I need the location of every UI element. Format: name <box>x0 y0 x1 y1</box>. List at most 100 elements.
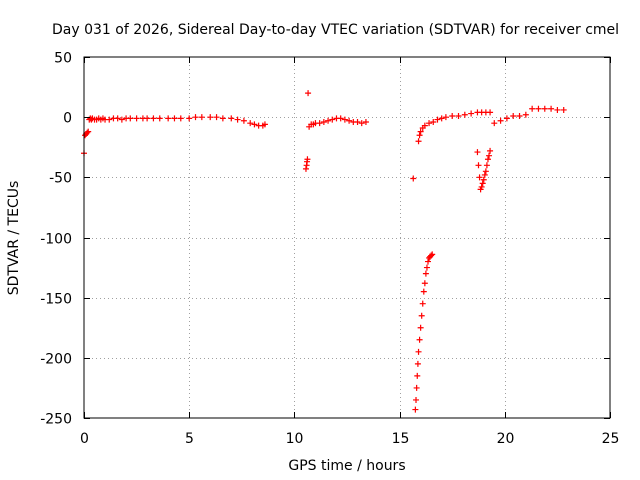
data-point <box>438 115 445 122</box>
data-point <box>118 116 125 123</box>
data-point <box>442 114 449 121</box>
data-point <box>420 288 427 295</box>
x-tick-label: 5 <box>185 431 194 447</box>
data-point <box>554 106 561 113</box>
data-point <box>474 149 481 156</box>
data-point <box>329 116 336 123</box>
data-point <box>346 117 353 124</box>
data-point <box>423 264 430 271</box>
data-point <box>106 116 113 123</box>
data-point <box>414 372 421 379</box>
data-point <box>484 156 491 163</box>
data-point <box>416 336 423 343</box>
data-point <box>410 175 417 182</box>
data-point <box>486 152 493 159</box>
x-tick-label: 15 <box>392 431 410 447</box>
data-point <box>522 111 529 118</box>
data-point <box>261 121 268 128</box>
data-point <box>482 168 489 175</box>
y-tick-label: -50 <box>49 171 72 187</box>
data-point <box>251 121 258 128</box>
data-point <box>529 105 536 112</box>
data-point <box>430 118 437 125</box>
data-point <box>487 109 494 116</box>
data-point <box>304 156 311 163</box>
data-point <box>414 360 421 367</box>
data-point <box>425 258 432 265</box>
data-point <box>247 120 254 127</box>
data-point <box>234 116 241 123</box>
data-point <box>516 112 523 119</box>
data-point <box>461 111 468 118</box>
data-point <box>84 129 91 136</box>
data-point <box>415 348 422 355</box>
data-point <box>325 117 332 124</box>
data-point <box>320 118 327 125</box>
data-point <box>479 180 486 187</box>
data-point <box>419 300 426 307</box>
data-point <box>541 105 548 112</box>
data-point <box>114 115 121 122</box>
data-point <box>468 110 475 117</box>
data-point <box>150 115 157 122</box>
data-point <box>192 114 199 121</box>
y-tick-label: -200 <box>40 352 72 368</box>
y-tick-label: -100 <box>40 232 72 248</box>
data-point <box>412 406 419 413</box>
data-point <box>416 132 423 139</box>
data-point <box>219 115 226 122</box>
data-point <box>240 117 247 124</box>
data-point <box>478 183 485 190</box>
y-tick-label: -150 <box>40 292 72 308</box>
chart-title: Day 031 of 2026, Sidereal Day-to-day VTE… <box>52 22 619 38</box>
data-point <box>85 128 92 135</box>
data-point <box>481 171 488 178</box>
data-point <box>480 176 487 183</box>
x-axis-label: GPS time / hours <box>288 458 405 474</box>
data-point <box>337 115 344 122</box>
data-point <box>421 280 428 287</box>
x-tick-label: 10 <box>286 431 304 447</box>
data-point <box>165 115 172 122</box>
y-axis-label: SDTVAR / TECUs <box>6 181 22 296</box>
data-point <box>548 105 555 112</box>
data-point <box>186 115 193 122</box>
data-point <box>358 120 365 127</box>
x-tick-label: 20 <box>497 431 515 447</box>
data-point <box>503 115 510 122</box>
data-point <box>418 312 425 319</box>
data-point <box>341 116 348 123</box>
data-point <box>207 114 214 121</box>
data-point <box>434 116 441 123</box>
data-point <box>535 105 542 112</box>
data-point <box>449 112 456 119</box>
data-point <box>228 115 235 122</box>
data-point <box>455 112 462 119</box>
data-point <box>510 112 517 119</box>
data-point <box>177 115 184 122</box>
data-point <box>198 114 205 121</box>
grid-lines <box>84 57 610 418</box>
data-point <box>421 122 428 129</box>
data-point <box>171 115 178 122</box>
data-point <box>429 251 436 258</box>
data-point <box>487 147 494 154</box>
data-point <box>428 252 435 259</box>
data-point <box>305 90 312 97</box>
data-point <box>560 106 567 113</box>
data-point <box>476 174 483 181</box>
data-point <box>213 114 220 121</box>
data-point <box>302 165 309 172</box>
data-point <box>417 324 424 331</box>
y-tick-label: 0 <box>63 111 72 127</box>
data-point <box>413 384 420 391</box>
data-point <box>133 115 140 122</box>
data-point <box>413 396 420 403</box>
plot-frame <box>83 56 611 419</box>
data-point <box>415 138 422 145</box>
data-point <box>144 115 151 122</box>
y-tick-label: -250 <box>40 412 72 428</box>
axis-ticks: 0 5 10 15 20 25 50 0 -50 -100 -150 -200 -250 <box>40 51 619 448</box>
data-point <box>422 270 429 277</box>
data-point <box>354 118 361 125</box>
